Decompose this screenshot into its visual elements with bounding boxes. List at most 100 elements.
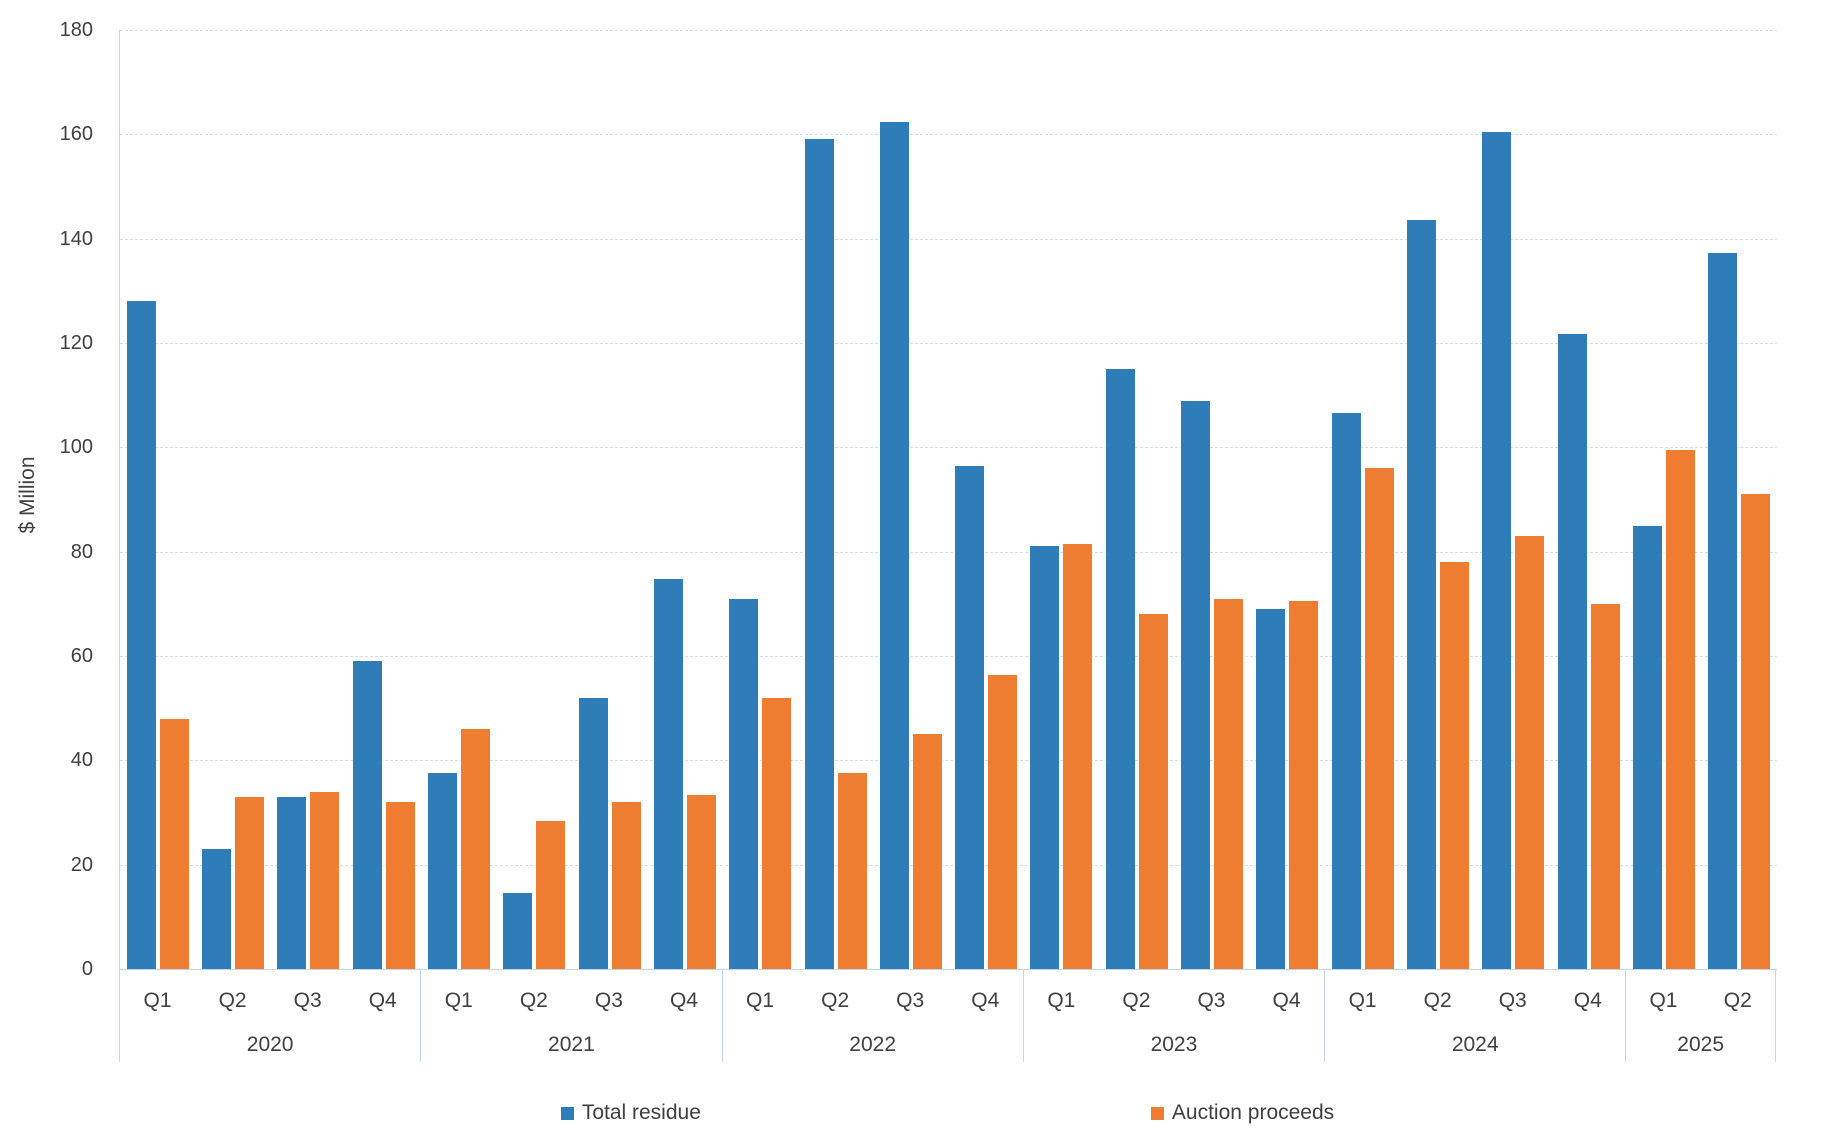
- quarter-group-2024-Q2: [1400, 30, 1475, 969]
- year-label-2025: 2025: [1677, 1033, 1724, 1056]
- quarter-group-2022-Q4: [949, 30, 1024, 969]
- legend-item-total-residue[interactable]: Total residue: [560, 1101, 701, 1125]
- bar-auction-proceeds-2020-Q1[interactable]: [159, 718, 189, 969]
- bar-auction-proceeds-2020-Q4[interactable]: [385, 802, 415, 969]
- year-section-2023: Q1 Q2 Q3 Q4 2023: [1022, 969, 1324, 1062]
- y-axis-title: $ Million: [16, 456, 39, 534]
- bar-total-residue-2024-Q3[interactable]: [1482, 132, 1512, 969]
- quarter-group-2021-Q1: [421, 30, 496, 969]
- bar-total-residue-2024-Q4[interactable]: [1557, 333, 1587, 969]
- quarter-group-2024-Q1: [1325, 30, 1400, 969]
- bar-auction-proceeds-2023-Q1[interactable]: [1063, 544, 1093, 969]
- legend-marker-total-residue-icon: [560, 1106, 574, 1120]
- x-tick-label-2022-Q2: Q2: [821, 989, 850, 1012]
- bar-total-residue-2025-Q2[interactable]: [1708, 253, 1738, 969]
- bar-total-residue-2023-Q4[interactable]: [1256, 609, 1286, 969]
- legend: Total residue Auction proceeds: [119, 1100, 1776, 1126]
- quarter-group-2023-Q4: [1250, 30, 1325, 969]
- quarter-group-2025-Q2: [1702, 30, 1777, 969]
- quarter-group-2024-Q4: [1551, 30, 1626, 969]
- bar-total-residue-2021-Q2[interactable]: [503, 893, 533, 969]
- x-tick-label-2023-Q2: Q2: [1122, 989, 1151, 1012]
- gridline: [120, 30, 1777, 31]
- bar-total-residue-2020-Q1[interactable]: [126, 301, 156, 969]
- bar-total-residue-2025-Q1[interactable]: [1633, 526, 1663, 969]
- y-tick-label: 180: [59, 19, 93, 41]
- x-tick-label-2025-Q1: Q1: [1649, 989, 1678, 1012]
- y-tick-label: 0: [81, 958, 93, 980]
- year-section-2022: Q1 Q2 Q3 Q4 2022: [721, 969, 1023, 1062]
- bar-auction-proceeds-2021-Q2[interactable]: [536, 821, 566, 969]
- bar-total-residue-2022-Q3[interactable]: [879, 122, 909, 969]
- bar-total-residue-2024-Q2[interactable]: [1407, 220, 1437, 969]
- bar-auction-proceeds-2022-Q4[interactable]: [988, 674, 1018, 969]
- year-label-2024: 2024: [1451, 1033, 1499, 1056]
- bar-auction-proceeds-2024-Q2[interactable]: [1440, 562, 1470, 969]
- bar-total-residue-2022-Q4[interactable]: [955, 465, 985, 969]
- gridline: [120, 343, 1777, 344]
- quarter-group-2021-Q4: [647, 30, 722, 969]
- year-section-2020: Q1 Q2 Q3 Q4 2020: [119, 969, 420, 1062]
- quarter-group-2025-Q1: [1626, 30, 1701, 969]
- bar-auction-proceeds-2021-Q4[interactable]: [686, 794, 716, 969]
- y-tick-label: 60: [70, 645, 93, 667]
- bar-total-residue-2021-Q3[interactable]: [578, 697, 608, 969]
- quarter-group-2023-Q2: [1099, 30, 1174, 969]
- bar-auction-proceeds-2023-Q4[interactable]: [1289, 601, 1319, 969]
- quarter-group-2021-Q3: [572, 30, 647, 969]
- bar-total-residue-2023-Q1[interactable]: [1030, 546, 1060, 969]
- bar-auction-proceeds-2023-Q3[interactable]: [1214, 598, 1244, 969]
- bar-auction-proceeds-2022-Q1[interactable]: [762, 697, 792, 969]
- bar-auction-proceeds-2021-Q3[interactable]: [611, 802, 641, 969]
- bar-auction-proceeds-2022-Q2[interactable]: [837, 773, 867, 969]
- bar-auction-proceeds-2024-Q4[interactable]: [1590, 603, 1620, 969]
- bar-auction-proceeds-2020-Q3[interactable]: [310, 791, 340, 969]
- bar-total-residue-2024-Q1[interactable]: [1331, 413, 1361, 969]
- bar-auction-proceeds-2023-Q2[interactable]: [1138, 614, 1168, 969]
- legend-label-total-residue: Total residue: [581, 1101, 701, 1124]
- legend-item-auction-proceeds[interactable]: Auction proceeds: [1150, 1101, 1335, 1125]
- year-section-2025: Q1 Q2 2025: [1625, 969, 1776, 1062]
- bar-total-residue-2023-Q3[interactable]: [1181, 401, 1211, 969]
- gridline: [120, 447, 1777, 449]
- bar-total-residue-2023-Q2[interactable]: [1105, 369, 1135, 969]
- year-section-2024: Q1 Q2 Q3 Q4 2024: [1324, 969, 1625, 1062]
- x-tick-label-2024-Q1: Q1: [1348, 989, 1377, 1012]
- bar-auction-proceeds-2021-Q1[interactable]: [460, 729, 490, 969]
- x-tick-label-2023-Q1: Q1: [1047, 989, 1076, 1012]
- bar-total-residue-2020-Q3[interactable]: [277, 796, 307, 969]
- x-tick-label-2022-Q1: Q1: [746, 989, 775, 1012]
- plot-area: [119, 30, 1777, 970]
- quarter-group-2022-Q2: [798, 30, 873, 969]
- quarter-group-2020-Q2: [195, 30, 270, 969]
- x-tick-label-2024-Q4: Q4: [1573, 989, 1602, 1012]
- bar-total-residue-2021-Q4[interactable]: [653, 578, 683, 969]
- x-tick-label-2024-Q3: Q3: [1498, 989, 1527, 1012]
- bar-auction-proceeds-2022-Q3[interactable]: [912, 734, 942, 969]
- bar-auction-proceeds-2025-Q2[interactable]: [1741, 494, 1771, 969]
- year-label-2023: 2023: [1150, 1033, 1198, 1056]
- quarter-group-2020-Q4: [346, 30, 421, 969]
- legend-label-auction-proceeds: Auction proceeds: [1171, 1101, 1335, 1124]
- bar-total-residue-2022-Q2[interactable]: [804, 138, 834, 969]
- bar-total-residue-2020-Q2[interactable]: [201, 849, 231, 969]
- bar-auction-proceeds-2020-Q2[interactable]: [234, 796, 264, 969]
- bar-total-residue-2022-Q1[interactable]: [729, 598, 759, 969]
- bar-total-residue-2020-Q4[interactable]: [352, 661, 382, 969]
- x-tick-label-2021-Q3: Q3: [594, 989, 623, 1012]
- x-tick-label-2022-Q3: Q3: [896, 989, 925, 1012]
- gridline: [120, 864, 1777, 866]
- bar-auction-proceeds-2025-Q1[interactable]: [1666, 450, 1696, 969]
- gridline: [120, 760, 1777, 762]
- x-tick-label-2021-Q2: Q2: [519, 989, 548, 1012]
- x-tick-label-2023-Q3: Q3: [1197, 989, 1226, 1012]
- y-tick-label: 20: [70, 853, 93, 876]
- x-tick-label-2021-Q4: Q4: [669, 989, 698, 1012]
- bar-auction-proceeds-2024-Q3[interactable]: [1515, 536, 1545, 969]
- bar-total-residue-2021-Q1[interactable]: [427, 773, 457, 969]
- year-label-2021: 2021: [548, 1033, 595, 1056]
- x-axis-band: Q1 Q2 Q3 Q4 2020 Q1 Q2 Q3 Q4 2021 Q1 Q2 Q3 Q4 2022 Q1 Q2…: [119, 969, 1776, 1062]
- bar-auction-proceeds-2024-Q1[interactable]: [1364, 468, 1394, 969]
- y-tick-label: 40: [70, 749, 93, 772]
